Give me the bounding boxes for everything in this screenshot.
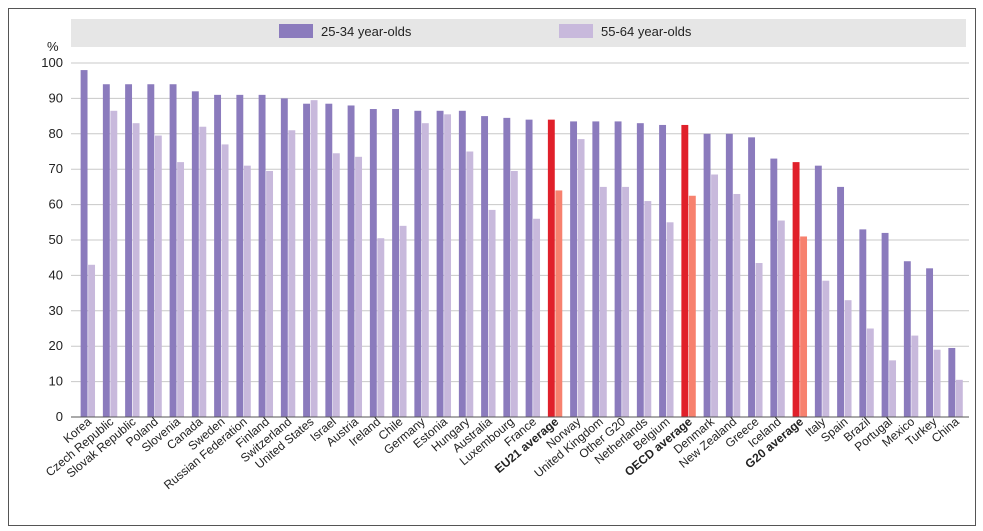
- bar-chart: 25-34 year-olds 55-64 year-olds% 0 10 20 30 40…: [41, 19, 969, 492]
- y-tick-label-40: 40: [49, 267, 63, 282]
- bar-slovenia-old: [177, 162, 185, 417]
- bar-austria-young: [347, 105, 355, 417]
- bar-chile-old: [399, 225, 407, 417]
- bar-israel-old: [332, 153, 340, 417]
- bar-denmark-old: [711, 174, 719, 417]
- bar-ireland-young: [369, 109, 377, 418]
- bar-mexico-old: [911, 335, 919, 417]
- bar-russian-federation-young: [236, 94, 244, 418]
- bar-netherlands-old: [644, 201, 652, 417]
- bar-poland-old: [154, 135, 162, 417]
- bar-australia-young: [481, 116, 489, 417]
- bar-australia-old: [488, 209, 496, 417]
- bar-czech-republic-old: [110, 110, 118, 417]
- bar-new-zealand-old: [733, 193, 741, 417]
- y-tick-label-90: 90: [49, 90, 63, 105]
- legend-label-2: 55-64 year-olds: [601, 24, 692, 39]
- bar-eu21-average-young: [547, 119, 555, 417]
- y-tick-label-20: 20: [49, 338, 63, 353]
- bar-switzerland-old: [288, 130, 296, 417]
- bar-eu21-average-old: [555, 190, 563, 417]
- bar-g20-average-old: [800, 236, 808, 417]
- bar-united-kingdom-young: [592, 121, 600, 417]
- bar-slovak-republic-old: [132, 123, 140, 418]
- legend-label-1: 25-34 year-olds: [321, 24, 412, 39]
- bar-slovenia-young: [169, 84, 177, 418]
- bar-luxembourg-young: [503, 117, 511, 418]
- bar-ireland-old: [377, 238, 385, 417]
- bar-korea-young: [80, 70, 88, 417]
- bar-korea-old: [88, 264, 96, 417]
- bar-slovak-republic-young: [125, 84, 133, 418]
- bar-denmark-young: [703, 133, 711, 418]
- bar-hungary-old: [466, 151, 474, 417]
- bar-norway-young: [570, 121, 578, 417]
- y-tick-label-0: 0: [56, 409, 63, 424]
- bar-sweden-young: [214, 94, 222, 418]
- bar-other-g20-young: [614, 121, 622, 417]
- legend-swatch-2: [559, 24, 593, 38]
- chart-frame: 25-34 year-olds 55-64 year-olds% 0 10 20 30 40…: [8, 8, 976, 526]
- bar-poland-young: [147, 84, 155, 418]
- bar-czech-republic-young: [102, 84, 110, 418]
- bar-greece-young: [748, 137, 756, 417]
- bar-portugal-old: [889, 360, 897, 417]
- y-tick-label-80: 80: [49, 126, 63, 141]
- bar-portugal-young: [881, 232, 889, 417]
- bar-new-zealand-young: [725, 133, 733, 418]
- bar-russian-federation-old: [243, 165, 251, 417]
- bar-united-states-old: [310, 100, 318, 418]
- bar-finland-old: [266, 170, 274, 417]
- bar-united-states-young: [303, 103, 311, 418]
- legend-swatch-1: [279, 24, 313, 38]
- bar-austria-old: [355, 156, 363, 417]
- bar-china-old: [955, 379, 963, 417]
- bar-hungary-young: [458, 110, 466, 417]
- bar-brazil-young: [859, 229, 867, 417]
- bar-germany-old: [421, 123, 429, 418]
- bar-italy-young: [814, 165, 822, 417]
- y-tick-label-100: 100: [41, 55, 63, 70]
- bar-france-old: [533, 218, 541, 417]
- bar-canada-old: [199, 126, 207, 417]
- bar-oecd-average-old: [688, 195, 696, 417]
- legend-band: [71, 19, 966, 47]
- bar-estonia-old: [444, 114, 452, 417]
- bar-sweden-old: [221, 144, 229, 418]
- bar-netherlands-young: [636, 123, 644, 418]
- bar-norway-old: [577, 139, 585, 418]
- y-tick-label-10: 10: [49, 374, 63, 389]
- bar-chile-young: [392, 109, 400, 418]
- bar-spain-young: [837, 186, 845, 417]
- bar-israel-young: [325, 103, 333, 418]
- bar-canada-young: [191, 91, 199, 417]
- bar-iceland-old: [777, 220, 785, 417]
- bar-finland-young: [258, 94, 266, 418]
- bar-germany-young: [414, 110, 422, 417]
- y-tick-label-60: 60: [49, 197, 63, 212]
- bar-turkey-old: [933, 349, 941, 417]
- bar-turkey-young: [926, 268, 934, 417]
- bar-luxembourg-old: [510, 170, 518, 417]
- bar-switzerland-young: [280, 98, 288, 418]
- bar-france-young: [525, 119, 533, 417]
- bar-brazil-old: [866, 328, 874, 417]
- bar-china-young: [948, 347, 956, 417]
- bar-belgium-old: [666, 222, 674, 417]
- bar-spain-old: [844, 300, 852, 417]
- y-tick-label-30: 30: [49, 303, 63, 318]
- bar-italy-old: [822, 280, 830, 417]
- bar-greece-old: [755, 263, 763, 417]
- bar-united-kingdom-old: [599, 186, 607, 417]
- y-axis-unit-label: %: [47, 39, 59, 54]
- bar-estonia-young: [436, 110, 444, 417]
- bar-iceland-young: [770, 158, 778, 417]
- bar-g20-average-young: [792, 162, 800, 417]
- y-tick-label-50: 50: [49, 232, 63, 247]
- bar-other-g20-old: [622, 186, 630, 417]
- bar-mexico-young: [903, 261, 911, 417]
- bar-belgium-young: [659, 124, 667, 417]
- bar-oecd-average-young: [681, 124, 689, 417]
- y-tick-label-70: 70: [49, 161, 63, 176]
